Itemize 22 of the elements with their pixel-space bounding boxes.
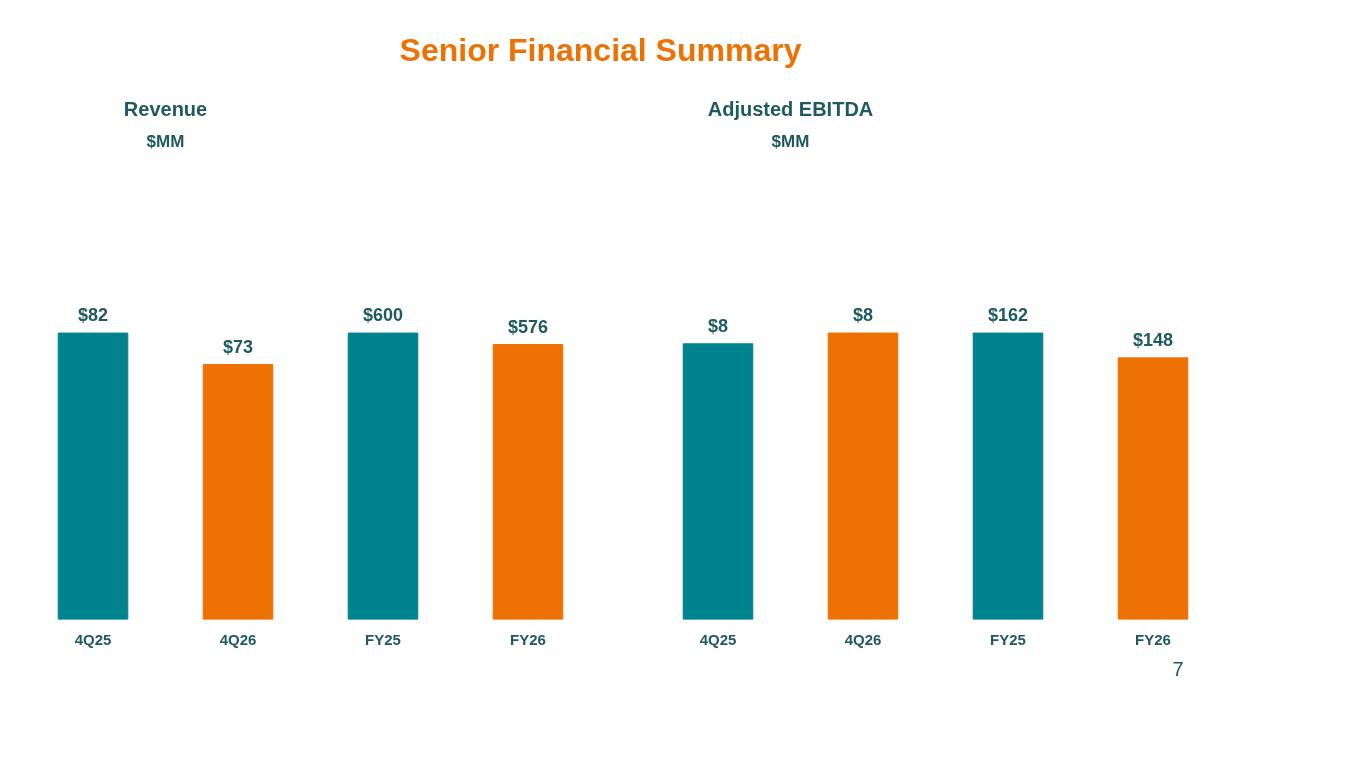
chart-title: Revenue — [123, 97, 208, 120]
x-tick-label: FY26 — [1135, 630, 1171, 648]
x-tick-label: FY25 — [365, 630, 401, 648]
data-label: $600 — [362, 305, 404, 326]
data-label: $8 — [707, 315, 729, 336]
x-tick-label: 4Q25 — [74, 630, 112, 648]
x-tick-label: 4Q26 — [844, 630, 882, 648]
chart-title: Adjusted EBITDA — [707, 97, 874, 120]
x-tick-label: 4Q26 — [219, 630, 257, 648]
data-label: $82 — [77, 305, 109, 326]
data-label: $162 — [987, 305, 1029, 326]
chart-subtitle: $MM — [771, 131, 810, 151]
data-label: $73 — [222, 336, 254, 357]
x-tick-label: FY25 — [990, 630, 1026, 648]
x-tick-label: FY26 — [510, 630, 546, 648]
data-label: $8 — [852, 305, 874, 326]
x-tick-label: 4Q25 — [699, 630, 737, 648]
chart-subtitle: $MM — [146, 131, 185, 151]
data-label: $148 — [1132, 329, 1174, 350]
text: 7 — [1172, 657, 1184, 680]
data-label: $576 — [507, 316, 549, 337]
text: Senior Financial Summary — [399, 31, 802, 68]
